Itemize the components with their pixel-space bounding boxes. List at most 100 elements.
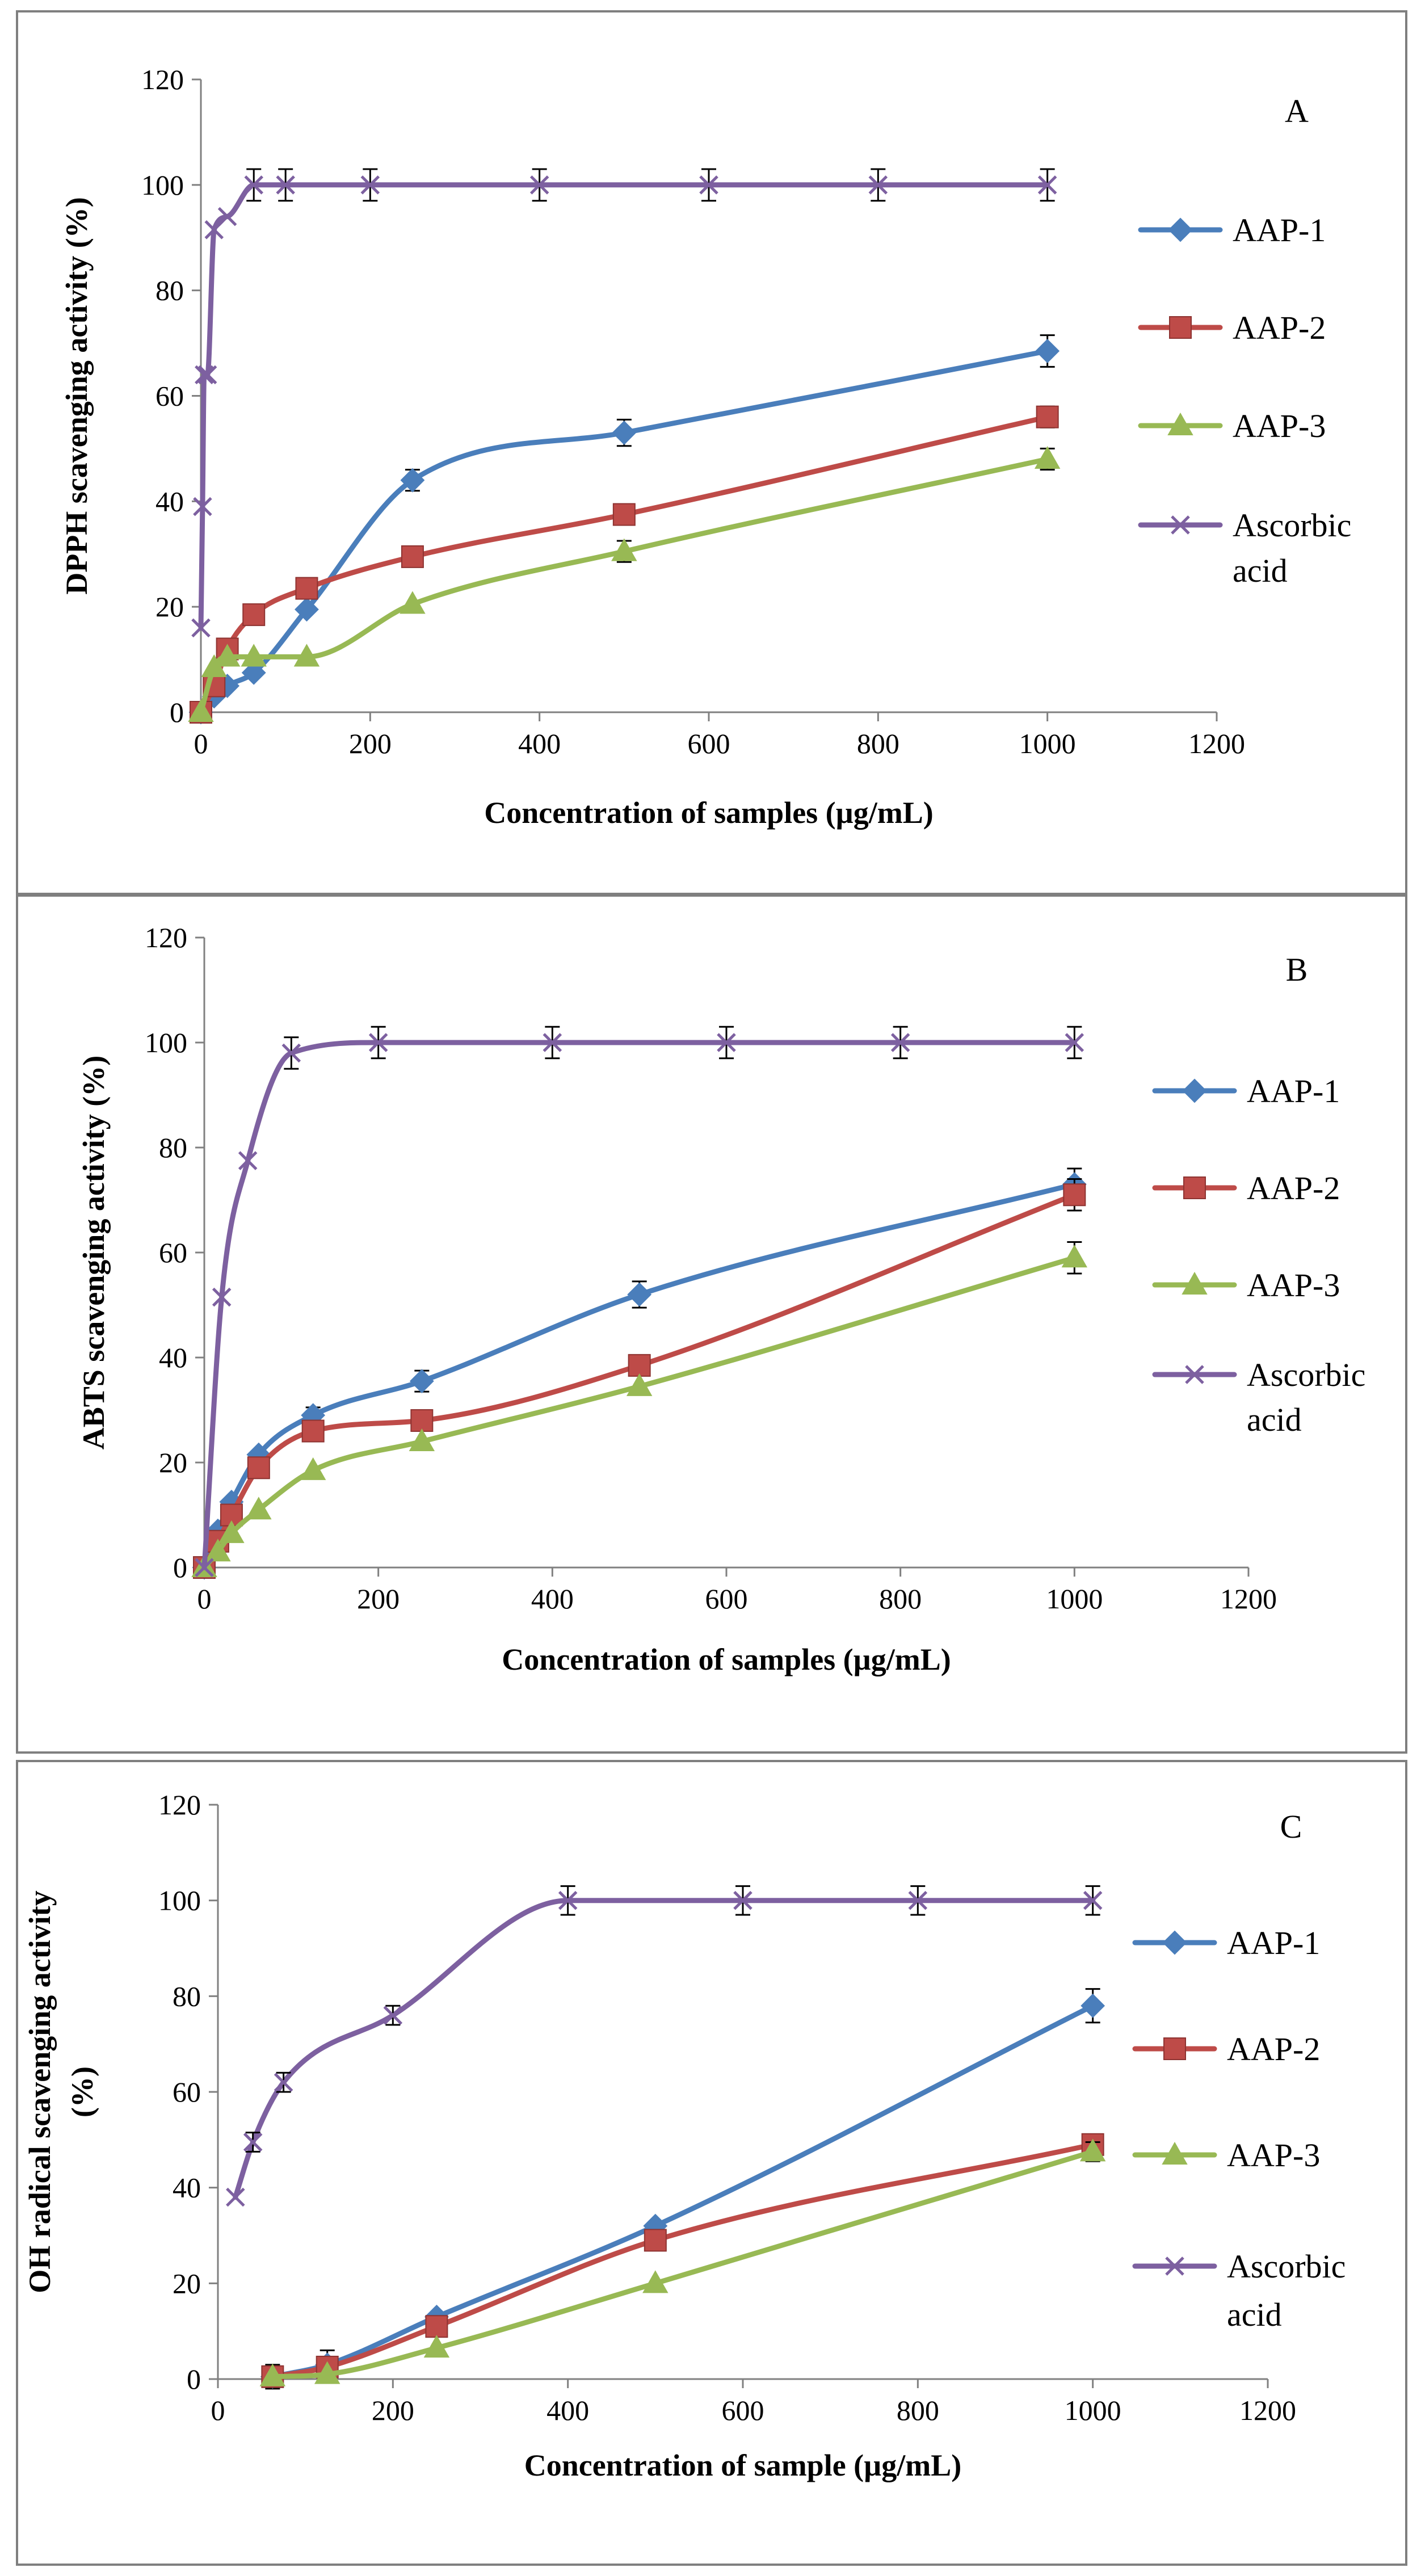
- data-point: [699, 175, 718, 195]
- panel-frame: [16, 894, 1407, 1754]
- legend-label: AAP-2: [1233, 309, 1326, 346]
- y-tick-label: 80: [173, 1980, 201, 2012]
- y-tick-label: 120: [141, 64, 184, 95]
- data-point: [220, 1503, 243, 1527]
- data-point: [1081, 1993, 1105, 2018]
- x-tick-label: 800: [879, 1583, 922, 1615]
- series-line: [233, 1898, 1096, 2200]
- data-point: [628, 1354, 651, 1377]
- legend-label: Ascorbic: [1247, 1356, 1365, 1393]
- legend-marker: [1171, 515, 1190, 535]
- legend-marker: [1182, 1271, 1208, 1295]
- x-tick-label: 200: [349, 728, 392, 759]
- series-line: [201, 1040, 1077, 1570]
- data-point: [423, 2335, 450, 2358]
- data-point: [868, 175, 888, 195]
- legend-marker: [1185, 1365, 1204, 1384]
- y-tick-label: 0: [187, 2363, 201, 2395]
- data-point: [543, 1033, 562, 1052]
- data-point: [400, 591, 426, 614]
- legend-marker: [1162, 1930, 1187, 1955]
- y-tick-label: 20: [159, 1447, 187, 1478]
- data-point: [409, 1369, 434, 1394]
- series-aap-3: [259, 2138, 1106, 2386]
- x-tick-label: 1200: [1220, 1583, 1277, 1615]
- y-tick-label: 60: [173, 2076, 201, 2108]
- data-point: [425, 2315, 448, 2338]
- data-point: [627, 1282, 652, 1307]
- data-point: [242, 603, 266, 627]
- data-point: [195, 365, 214, 385]
- panel-letter: C: [1280, 1808, 1302, 1845]
- data-point: [1034, 446, 1061, 469]
- data-point: [293, 644, 320, 667]
- panel-letter: A: [1285, 93, 1309, 129]
- data-point: [276, 175, 295, 195]
- x-tick-label: 1000: [1065, 2394, 1121, 2426]
- data-point: [1063, 1183, 1086, 1207]
- x-tick-label: 0: [194, 728, 208, 759]
- series-line: [198, 348, 1050, 715]
- y-tick-label: 80: [159, 1132, 187, 1163]
- legend-marker: [1162, 2141, 1188, 2165]
- data-point: [281, 1043, 301, 1063]
- data-point: [301, 1419, 325, 1443]
- data-point: [243, 2132, 263, 2152]
- legend: AAP-1 AAP-2 AAP-3 Ascorbic acid: [1152, 1073, 1365, 1438]
- data-point: [890, 1033, 910, 1052]
- data-point: [238, 1151, 258, 1170]
- y-axis-title-unit: (%): [65, 2066, 99, 2117]
- x-tick-label: 400: [518, 728, 561, 759]
- y-tick-label: 20: [155, 591, 184, 623]
- series-ascorbic-acid: [226, 1885, 1103, 2207]
- legend-label: AAP-3: [1227, 2137, 1320, 2174]
- x-tick-label: 0: [197, 1583, 212, 1615]
- legend-marker: [1168, 217, 1193, 242]
- legend-label: AAP-3: [1233, 407, 1326, 444]
- legend-marker: [1163, 2037, 1186, 2060]
- data-point: [642, 2270, 669, 2293]
- data-point: [368, 1033, 388, 1052]
- data-point: [410, 1409, 434, 1432]
- x-tick-label: 1200: [1188, 728, 1245, 759]
- x-tick-label: 1000: [1046, 1583, 1103, 1615]
- data-point: [241, 644, 267, 667]
- data-point: [611, 538, 637, 561]
- data-point: [295, 597, 319, 622]
- data-point: [1035, 339, 1060, 363]
- y-tick-label: 100: [141, 169, 184, 201]
- legend-label: AAP-2: [1227, 2031, 1320, 2067]
- data-point: [717, 1033, 736, 1052]
- x-tick-label: 600: [705, 1583, 748, 1615]
- y-axis-title: ABTS scavenging activity (%): [77, 1056, 111, 1450]
- data-point: [626, 1373, 653, 1396]
- data-point: [400, 468, 425, 493]
- legend-marker: [1165, 2256, 1184, 2276]
- data-point: [1036, 405, 1059, 428]
- y-tick-label: 100: [158, 1885, 201, 1917]
- x-tick-label: 600: [688, 728, 730, 759]
- y-axis-title: DPPH scavenging activity (%): [60, 197, 94, 594]
- y-tick-label: 100: [145, 1027, 187, 1058]
- data-point: [1037, 175, 1057, 195]
- y-tick-label: 60: [155, 380, 184, 412]
- legend-label: AAP-2: [1247, 1170, 1340, 1207]
- legend-marker: [1182, 1078, 1207, 1103]
- legend-label: AAP-1: [1233, 212, 1326, 249]
- x-tick-label: 400: [546, 2394, 589, 2426]
- data-point: [246, 1497, 272, 1520]
- legend-label: Ascorbic: [1233, 507, 1351, 544]
- data-point: [274, 2073, 293, 2092]
- data-point: [644, 2229, 667, 2252]
- legend-label: Ascorbic: [1227, 2248, 1346, 2285]
- x-tick-label: 200: [357, 1583, 400, 1615]
- data-point: [188, 699, 214, 722]
- series-aap-3: [191, 1241, 1088, 1577]
- data-point: [612, 421, 637, 445]
- data-point: [558, 1890, 578, 1910]
- data-point: [1065, 1033, 1084, 1052]
- series-ascorbic-acid: [195, 1026, 1084, 1577]
- data-point: [300, 1457, 326, 1480]
